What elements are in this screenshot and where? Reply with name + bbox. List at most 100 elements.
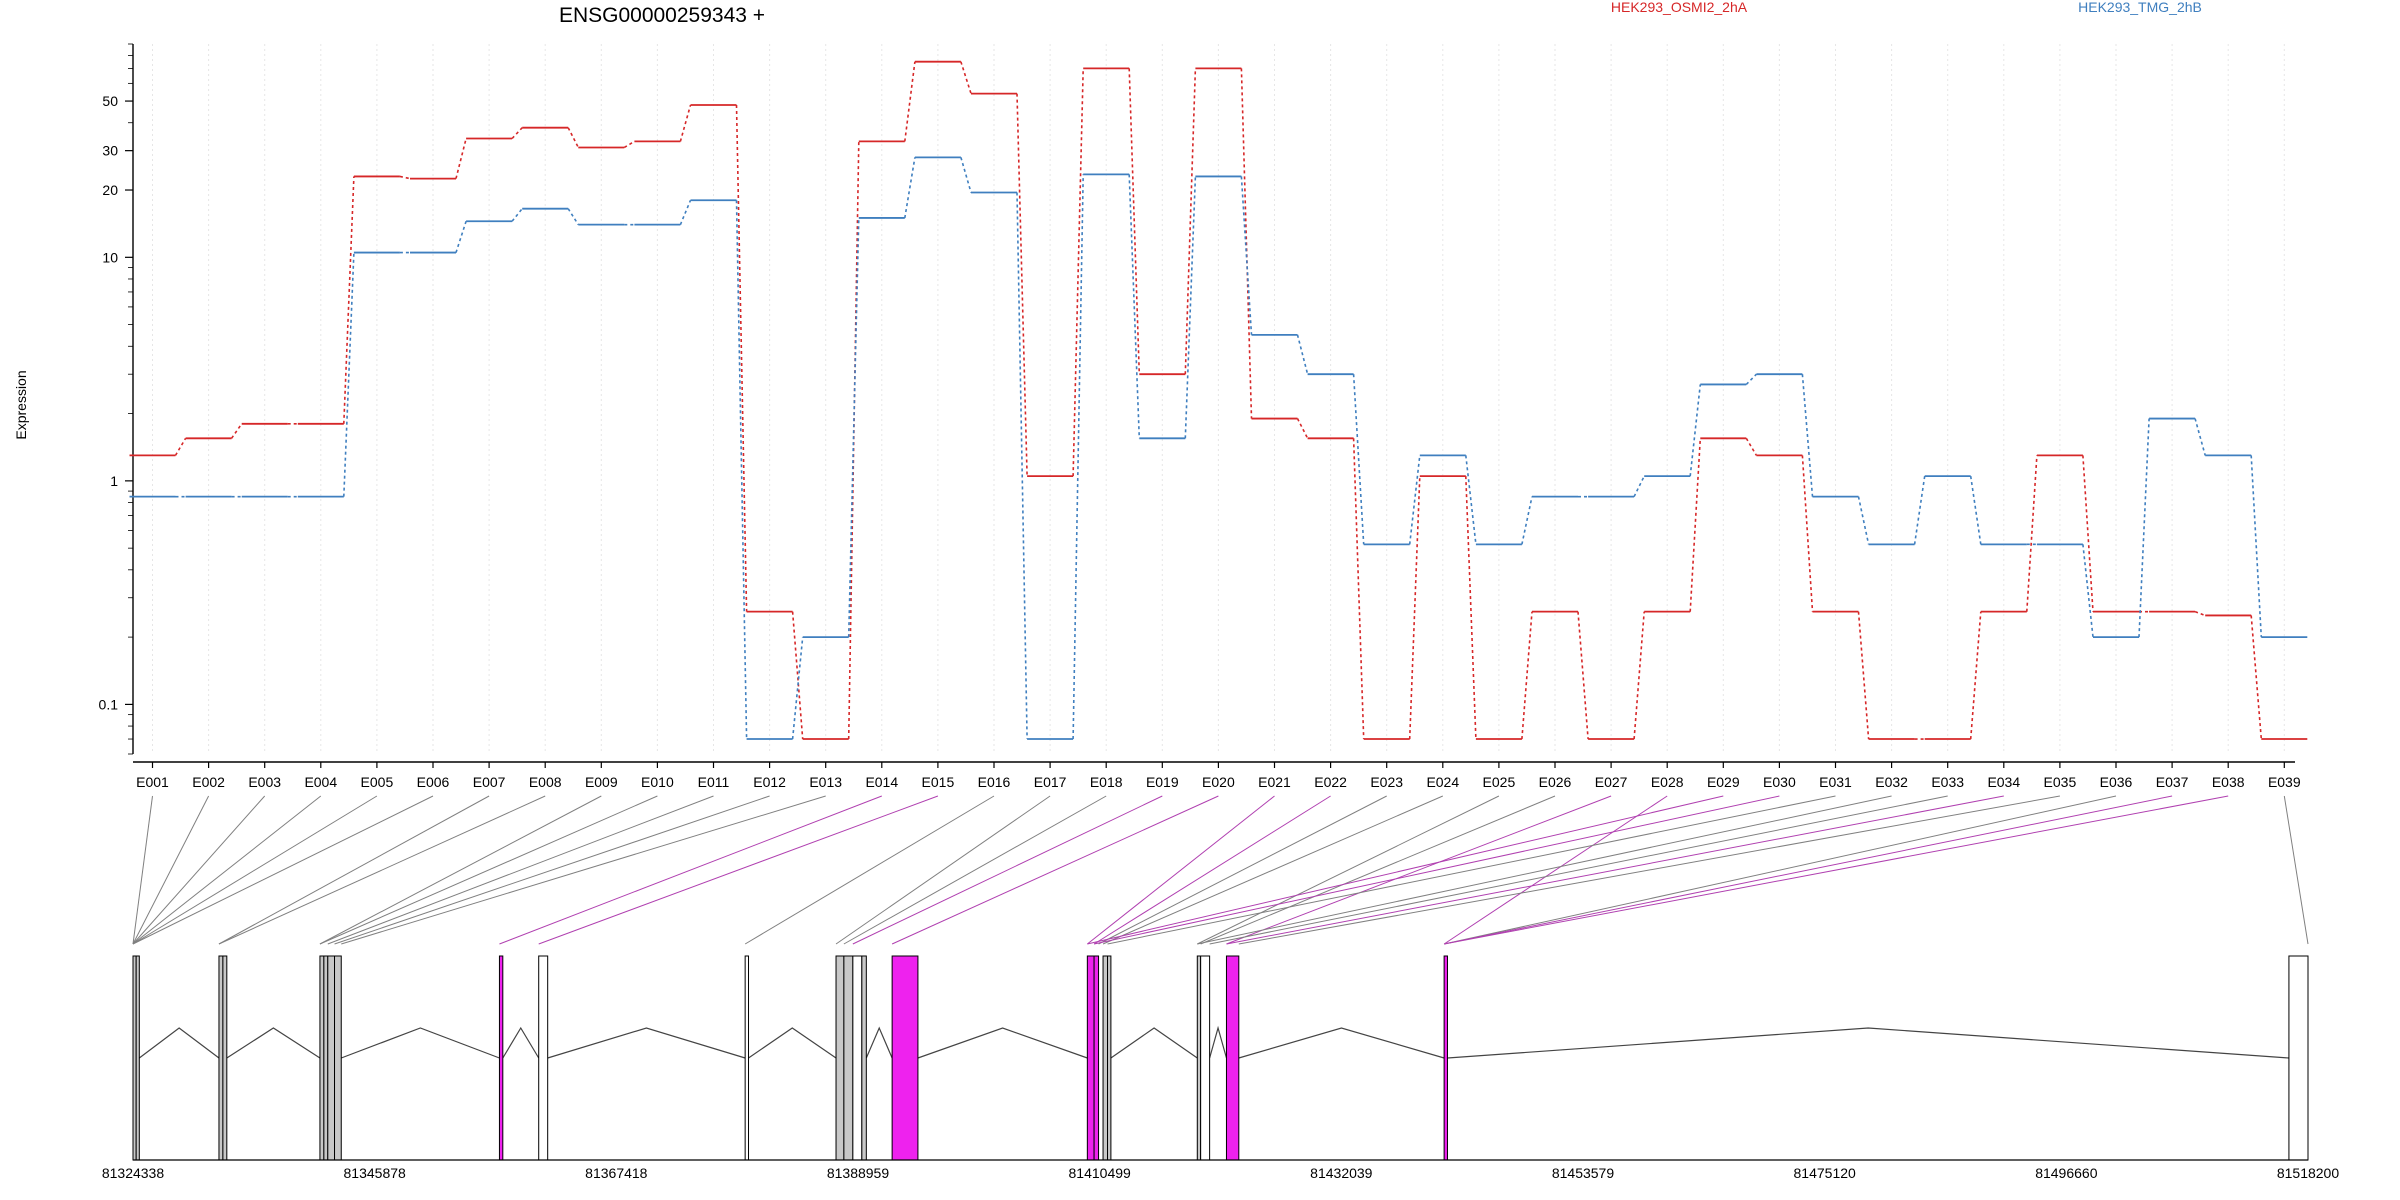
x-tick-label: E035 — [2044, 774, 2077, 790]
exon-block-E016 — [843, 955, 854, 1161]
x-tick-label: E024 — [1426, 774, 1459, 790]
x-tick-label: E029 — [1707, 774, 1740, 790]
series-1-transition — [1633, 611, 1645, 740]
connector-E013 — [341, 795, 826, 945]
series-1-transition — [343, 176, 355, 424]
y-tick-label: 30 — [102, 143, 118, 159]
y-tick-label: 50 — [102, 93, 118, 109]
series-2-transition — [1465, 455, 1477, 545]
x-tick-label: E010 — [641, 774, 674, 790]
exon-block-E005 — [218, 955, 224, 1161]
coord-tick-label: 81518200 — [2277, 1165, 2340, 1181]
exon-block-E011 — [334, 955, 342, 1161]
series-2-transition — [1016, 192, 1028, 740]
exon-block-E008 — [319, 955, 325, 1161]
x-tick-label: E019 — [1146, 774, 1179, 790]
connector-E034 — [1226, 795, 2004, 945]
intron-line — [748, 1027, 837, 1059]
exon-block-E006 — [222, 955, 228, 1161]
series-1-transition — [1577, 611, 1589, 740]
series-2-transition — [1689, 384, 1702, 477]
exon-block-E021 — [1093, 955, 1100, 1161]
x-tick-label: E022 — [1314, 774, 1347, 790]
connector-E029 — [1087, 795, 1724, 945]
genomic-coordinate-axis: 81324338 81345878 81367418 81388959 81410499… — [102, 1159, 2340, 1181]
series-2-transition — [960, 157, 972, 193]
series-2-transition — [1913, 476, 1926, 545]
connector-E030 — [1093, 795, 1780, 945]
connector-E039 — [2283, 795, 2309, 945]
exon-block-E018 — [861, 955, 867, 1161]
series-2-transition — [2250, 455, 2263, 638]
series-2-transition — [1745, 373, 1757, 385]
x-axis-ticks: E001 E002 E003 E004 E005 E006 E007 E008 E009 E010… — [136, 762, 2301, 790]
connector-E023 — [1098, 795, 1387, 945]
connector-E026 — [1200, 795, 1556, 945]
intron-line — [341, 1027, 500, 1059]
coord-tick-label: 81345878 — [344, 1165, 407, 1181]
connector-E024 — [1102, 795, 1443, 945]
chart-title: ENSG00000259343 + — [559, 4, 765, 27]
series-1-transition — [2082, 455, 2094, 612]
connector-E022 — [1093, 795, 1331, 945]
series-1-transition — [1184, 68, 1197, 375]
series-2-transition — [791, 637, 804, 740]
x-tick-label: E008 — [529, 774, 562, 790]
x-tick-label: E039 — [2268, 774, 2301, 790]
series-1-transition — [1689, 438, 1702, 612]
y-tick-label: 0.1 — [99, 696, 119, 712]
intron-line — [1209, 1025, 1228, 1059]
series-1-transition — [567, 127, 580, 148]
x-tick-label: E037 — [2156, 774, 2189, 790]
x-tick-label: E001 — [136, 774, 169, 790]
connector-E007 — [218, 795, 490, 945]
series-2-transition — [1128, 174, 1141, 439]
series-2-transition — [1633, 475, 1645, 497]
series-1-transition — [904, 61, 916, 142]
x-tick-label: E015 — [922, 774, 955, 790]
series-1-transition — [174, 437, 187, 456]
legend-entry-series-1: HEK293_OSMI2_2hA — [1611, 0, 1748, 15]
series-2-transition — [1969, 476, 1982, 545]
y-axis-label: Expression — [13, 370, 29, 439]
connector-E012 — [334, 795, 770, 945]
series-1-transition — [455, 138, 467, 179]
connector-E035 — [1238, 795, 2060, 945]
y-tick-label: 20 — [102, 182, 118, 198]
series-2-transition — [511, 208, 523, 222]
x-tick-label: E009 — [585, 774, 618, 790]
series-2-transition — [1072, 174, 1084, 740]
intron-line — [1238, 1027, 1445, 1059]
exon-block-E002 — [135, 955, 140, 1161]
intron-line — [226, 1027, 321, 1059]
series-1-transition — [2250, 615, 2263, 740]
x-tick-label: E030 — [1763, 774, 1796, 790]
x-tick-label: E025 — [1483, 774, 1516, 790]
series-1-transition — [735, 105, 748, 612]
x-tick-label: E034 — [1987, 774, 2020, 790]
series-1-transition — [399, 175, 411, 180]
series-2-transition — [2082, 544, 2094, 638]
series-2-transition — [1240, 176, 1253, 335]
series-1-transition — [847, 141, 860, 740]
series-1-transition — [230, 423, 243, 439]
intron-line — [917, 1027, 1088, 1059]
x-tick-label: E006 — [417, 774, 450, 790]
x-tick-label: E038 — [2212, 774, 2245, 790]
series-1-transition — [1801, 455, 1814, 612]
coord-tick-label: 81475120 — [1794, 1165, 1857, 1181]
legend-entry-series-2: HEK293_TMG_2hB — [2078, 0, 2202, 15]
x-tick-label: E007 — [473, 774, 506, 790]
series-2-transition — [1184, 176, 1197, 439]
series-1-transition — [1128, 68, 1141, 375]
grid-lines — [152, 44, 2285, 754]
gene-model — [132, 955, 2309, 1161]
x-tick-label: E011 — [698, 774, 730, 790]
connector-E036 — [1444, 795, 2117, 945]
x-tick-label: E021 — [1258, 774, 1291, 790]
x-tick-label: E002 — [192, 774, 225, 790]
series-2-transition — [1296, 334, 1309, 375]
series-2-transition — [567, 208, 579, 226]
x-tick-label: E014 — [865, 774, 898, 790]
